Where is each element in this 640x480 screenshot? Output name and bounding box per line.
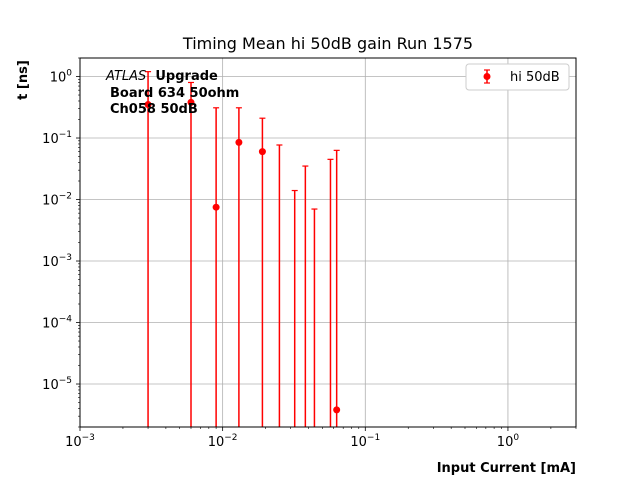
legend: hi 50dB — [465, 63, 570, 91]
data-point — [258, 148, 266, 156]
x-tick-label: 10−2 — [208, 433, 238, 450]
atlas-label: ATLAS Upgrade — [105, 65, 218, 84]
data-point — [235, 138, 243, 146]
x-tick-label: 10−3 — [65, 433, 95, 450]
data-point — [144, 101, 152, 109]
y-tick-label: 10−4 — [42, 315, 72, 332]
legend-marker — [483, 69, 491, 84]
y-tick-label: 10−1 — [42, 130, 72, 147]
upgrade-text: Upgrade — [155, 69, 218, 84]
legend-box — [465, 63, 570, 91]
legend-dot — [483, 73, 491, 80]
y-tick-label: 100 — [50, 69, 73, 86]
ticks: 10−3 10−2 10−1 100 10−5 10−4 10−3 10−2 10−1 100 — [42, 57, 577, 450]
board-label: Board 634 50ohm — [110, 86, 239, 101]
y-axis-label: t [ns] — [16, 60, 31, 100]
atlas-text: ATLAS — [105, 69, 146, 84]
y-tick-label: 10−2 — [42, 192, 72, 209]
x-tick-label: 10−1 — [350, 433, 380, 450]
data-point — [212, 203, 220, 211]
series-group — [144, 71, 341, 427]
data-point — [187, 98, 195, 106]
chart-title: Timing Mean hi 50dB gain Run 1575 — [182, 34, 473, 53]
y-tick-label: 10−3 — [42, 253, 72, 270]
y-tick-label: 10−5 — [42, 376, 72, 393]
x-tick-label: 100 — [497, 433, 520, 450]
channel-label: Ch058 50dB — [110, 102, 198, 117]
x-axis-label: Input Current [mA] — [437, 461, 576, 476]
data-point — [333, 406, 341, 414]
legend-label: hi 50dB — [510, 70, 560, 85]
